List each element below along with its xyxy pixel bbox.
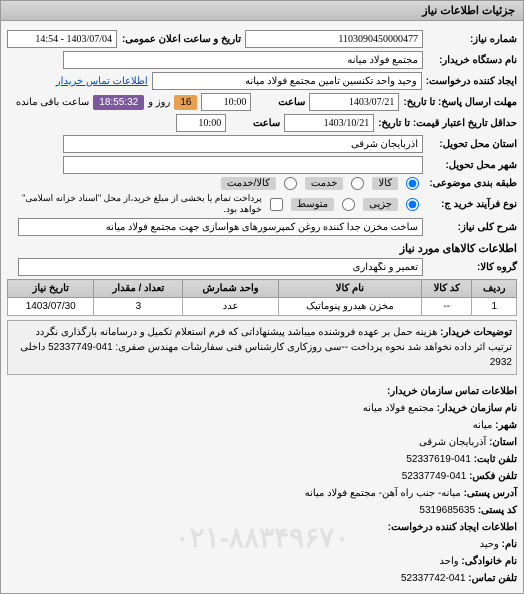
goods-table: ردیف کد کالا نام کالا واحد شمارش تعداد /…	[7, 279, 517, 316]
ctphone-label: تلفن تماس:	[468, 573, 517, 584]
cell-date: 1403/07/30	[8, 298, 94, 316]
cell-row: 1	[472, 298, 517, 316]
need-number-label: شماره نیاز:	[427, 34, 517, 45]
key-label: شرح کلی نیاز:	[427, 222, 517, 233]
caddr-value: میانه- جنب راه آهن- مجتمع فولاد میانه	[305, 488, 461, 499]
cpost-label: کد پستی:	[478, 505, 517, 516]
clname-value: واحد	[440, 556, 459, 567]
cfax-value: 041-52337749	[402, 471, 467, 482]
radio-kala-khadmat[interactable]	[284, 177, 297, 190]
cell-qty: 3	[94, 298, 183, 316]
description-box: توضیحات خریدار: هزینه حمل بر عهده فروشند…	[7, 320, 517, 375]
min-date-input[interactable]	[284, 114, 374, 132]
deadline-date-input[interactable]	[309, 93, 399, 111]
ccity-label: شهر:	[495, 420, 517, 431]
days-label: روز و	[148, 97, 170, 108]
creator-input[interactable]	[152, 72, 422, 90]
key-input[interactable]	[18, 218, 423, 236]
payment-checkbox[interactable]	[270, 198, 283, 211]
buyer-unit-label: نام دستگاه خریدار:	[427, 55, 517, 66]
radio-kala-khadmat-label: کالا/خدمت	[221, 177, 276, 190]
radio-kala[interactable]	[406, 177, 419, 190]
city-label: شهر محل تحویل:	[427, 160, 517, 171]
table-row[interactable]: 1 -- مخزن هیدرو پنوماتیک عدد 3 1403/07/3…	[8, 298, 517, 316]
cell-name: مخزن هیدرو پنوماتیک	[278, 298, 421, 316]
remaining-time-badge: 18:55:32	[93, 95, 144, 110]
goods-section-title: اطلاعات کالاهای مورد نیاز	[7, 242, 517, 255]
buyer-unit-input[interactable]	[63, 51, 423, 69]
province-input[interactable]	[63, 135, 423, 153]
type-label: طبقه بندی موضوعی:	[427, 178, 517, 189]
radio-kala-label: کالا	[372, 177, 398, 190]
time-label-2: ساعت	[230, 118, 280, 129]
col-row: ردیف	[472, 280, 517, 298]
cprov-value: آذربایجان شرقی	[419, 437, 486, 448]
radio-partial-label: جزیی	[363, 198, 398, 211]
min-time-input[interactable]	[176, 114, 226, 132]
creator-section-title: اطلاعات ایجاد کننده درخواست:	[388, 522, 517, 533]
proc-label: نوع فرآیند خرید ج:	[427, 199, 517, 210]
remaining-label: ساعت باقی مانده	[16, 97, 89, 108]
radio-medium[interactable]	[342, 198, 355, 211]
cfax-label: تلفن فکس:	[469, 471, 517, 482]
col-name: نام کالا	[278, 280, 421, 298]
province-label: استان محل تحویل:	[427, 139, 517, 150]
org-value: مجتمع فولاد میانه	[363, 403, 434, 414]
ccity-value: میانه	[473, 420, 493, 431]
need-number-input[interactable]	[245, 30, 423, 48]
table-header-row: ردیف کد کالا نام کالا واحد شمارش تعداد /…	[8, 280, 517, 298]
col-unit: واحد شمارش	[183, 280, 278, 298]
col-code: کد کالا	[422, 280, 472, 298]
cphone-value: 041-52337619	[406, 454, 471, 465]
contact-section: اطلاعات تماس سازمان خریدار: نام سازمان خ…	[7, 383, 517, 587]
cprov-label: استان:	[489, 437, 517, 448]
radio-khadamat-label: خدمت	[305, 177, 344, 190]
group-label: گروه کالا:	[427, 262, 517, 273]
caddr-label: آدرس پستی:	[464, 488, 517, 499]
min-date-label: حداقل تاریخ اعتبار قیمت: تا تاریخ:	[378, 118, 517, 129]
panel-header: جزئیات اطلاعات نیاز	[0, 0, 524, 21]
deadline-time-input[interactable]	[201, 93, 251, 111]
desc-label: توضیحات خریدار:	[440, 327, 512, 338]
cname-label: نام:	[502, 539, 517, 550]
cphone-label: تلفن ثابت:	[474, 454, 517, 465]
deadline-label: مهلت ارسال پاسخ: تا تاریخ:	[403, 97, 517, 108]
cpost-value: 5319685635	[419, 505, 475, 516]
announce-input[interactable]	[7, 30, 117, 48]
col-qty: تعداد / مقدار	[94, 280, 183, 298]
form-body: شماره نیاز: تاریخ و ساعت اعلان عمومی: نا…	[0, 21, 524, 594]
header-title: جزئیات اطلاعات نیاز	[422, 5, 515, 17]
cell-unit: عدد	[183, 298, 278, 316]
payment-note: پرداخت تمام یا بخشی از مبلغ خرید،از محل …	[7, 193, 262, 215]
org-label: نام سازمان خریدار:	[437, 403, 517, 414]
radio-medium-label: متوسط	[291, 198, 334, 211]
creator-label: ایجاد کننده درخواست:	[426, 76, 517, 87]
contact-title: اطلاعات تماس سازمان خریدار:	[387, 386, 517, 397]
clname-label: نام خانوادگی:	[461, 556, 517, 567]
cell-code: --	[422, 298, 472, 316]
cname-value: وحید	[480, 539, 499, 550]
desc-text: هزینه حمل بر عهده فروشنده میباشد پیشنهاد…	[20, 327, 512, 368]
ctphone-value: 041-52337742	[401, 573, 466, 584]
radio-khadamat[interactable]	[351, 177, 364, 190]
group-input[interactable]	[18, 258, 423, 276]
time-label-1: ساعت	[255, 97, 305, 108]
radio-partial[interactable]	[406, 198, 419, 211]
days-badge: 16	[174, 95, 197, 110]
col-date: تاریخ نیاز	[8, 280, 94, 298]
city-input[interactable]	[63, 156, 423, 174]
announce-label: تاریخ و ساعت اعلان عمومی:	[121, 34, 241, 45]
contact-link[interactable]: اطلاعات تماس خریدار	[56, 76, 148, 87]
